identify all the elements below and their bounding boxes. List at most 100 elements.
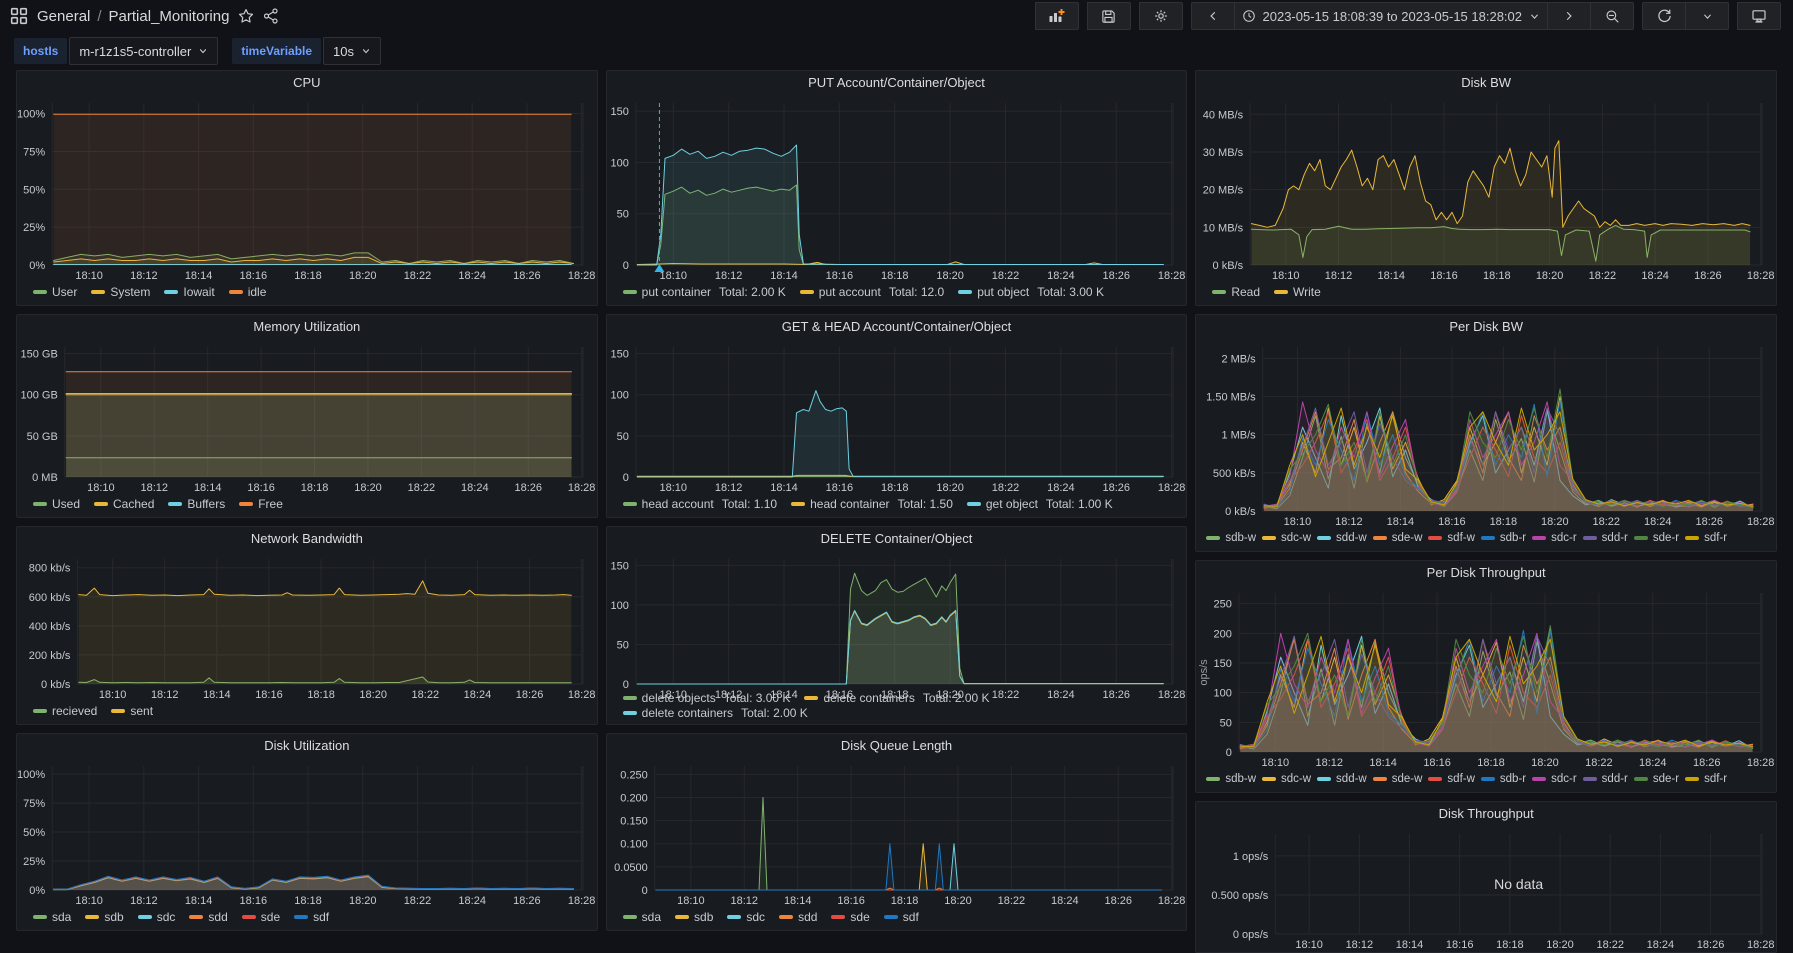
legend-item[interactable]: delete objects Total: 3.00 K — [622, 691, 790, 705]
star-icon[interactable] — [238, 8, 254, 24]
legend-item[interactable]: System — [91, 285, 150, 299]
legend-item[interactable]: sdb-r — [1480, 532, 1526, 544]
legend-color-swatch — [239, 502, 254, 506]
legend-item[interactable]: sdb-r — [1480, 773, 1526, 785]
legend-item[interactable]: Cached — [94, 497, 154, 511]
panel-title[interactable]: DELETE Container/Object — [820, 531, 973, 546]
panel-title[interactable]: PUT Account/Container/Object — [808, 75, 985, 90]
variable-value-dropdown[interactable]: m-r1z1s5-controller — [69, 37, 219, 65]
chart-delete-container-object[interactable]: 0 50 100 150 18:10 18:12 18:14 18:16 18:18 18:20 1… — [607, 551, 1187, 701]
panel-title[interactable]: Disk Utilization — [264, 738, 350, 753]
legend-item[interactable]: Read — [1212, 285, 1260, 299]
legend-item[interactable]: Buffers — [168, 497, 225, 511]
legend-item[interactable]: put account Total: 12.0 — [799, 285, 944, 299]
legend-item[interactable]: sdd — [779, 910, 817, 924]
kiosk-mode-button[interactable] — [1737, 2, 1781, 30]
dashboard-settings-button[interactable] — [1138, 2, 1183, 30]
legend-item[interactable]: sdd-w — [1317, 773, 1367, 785]
panel-title[interactable]: GET & HEAD Account/Container/Object — [781, 319, 1012, 334]
refresh-interval-dropdown[interactable] — [1685, 2, 1729, 30]
chart-network-bandwidth[interactable]: 0 kb/s 200 kb/s 400 kb/s 600 kb/s 800 kb/s 18… — [17, 551, 597, 702]
time-shift-back-button[interactable] — [1190, 2, 1235, 30]
legend-series-name: Read — [1231, 285, 1261, 299]
chart-memory-utilization[interactable]: 0 MB 50 GB 100 GB 150 GB 18:10 18:12 18:14 18:1… — [17, 339, 597, 495]
panel-title[interactable]: Disk Throughput — [1438, 806, 1534, 821]
legend-item[interactable]: sdf-w — [1428, 773, 1475, 785]
legend-item[interactable]: sdc-w — [1262, 532, 1311, 544]
chart-disk-bw[interactable]: 0 kB/s 10 MB/s 20 MB/s 30 MB/s 40 MB/s 18:10 1… — [1196, 95, 1776, 283]
panel-title[interactable]: Memory Utilization — [253, 319, 361, 334]
legend-item[interactable]: sdb-w — [1206, 773, 1256, 785]
legend-item[interactable]: Write — [1274, 285, 1321, 299]
legend-item[interactable]: put container Total: 2.00 K — [622, 285, 786, 299]
legend-item[interactable]: idle — [228, 285, 266, 299]
refresh-button[interactable] — [1642, 2, 1686, 30]
chart-cpu[interactable]: 0% 25% 50% 75% 100% 18:10 18:12 18:14 18:16 18:18… — [17, 95, 597, 283]
legend-item[interactable]: Free — [239, 497, 283, 511]
legend-item[interactable]: head account Total: 1.10 — [622, 497, 777, 511]
chart-per-disk-throughput[interactable]: 0 50 100 150 200 250 18:10 18:12 18:14 18:16 18:18… — [1196, 585, 1776, 770]
legend-item[interactable]: get object Total: 1.00 K — [966, 497, 1113, 511]
share-icon[interactable] — [263, 8, 279, 24]
svg-text:0: 0 — [622, 260, 628, 272]
chart-per-disk-bw[interactable]: 0 kB/s 500 kB/s 1 MB/s 1.50 MB/s 2 MB/s 18:10… — [1196, 339, 1776, 529]
legend-item[interactable]: sdf — [883, 910, 919, 924]
panel-title[interactable]: Network Bandwidth — [250, 531, 363, 546]
legend-item[interactable]: sent — [111, 704, 153, 718]
legend-item[interactable]: head container Total: 1.50 — [791, 497, 953, 511]
legend-item[interactable]: delete containers Total: 2.00 K — [804, 691, 990, 705]
time-shift-forward-button[interactable] — [1547, 2, 1591, 30]
svg-text:50%: 50% — [23, 184, 45, 196]
breadcrumb-folder[interactable]: General — [37, 7, 91, 25]
chart-disk-utilization[interactable]: 0% 25% 50% 75% 100% 18:10 18:12 18:14 18:16 18:18… — [17, 758, 597, 908]
zoom-out-time-button[interactable] — [1590, 2, 1634, 30]
legend-item[interactable]: Used — [33, 497, 80, 511]
legend-item[interactable]: recieved — [33, 704, 97, 718]
chart-put-account-container-object[interactable]: 0 50 100 150 18:10 18:12 18:14 18:16 18:18 18:20 1… — [607, 95, 1187, 283]
chart-disk-throughput[interactable]: 0 ops/s 0.500 ops/s 1 ops/s 18:10 18:12 18:14… — [1196, 826, 1776, 952]
legend-item[interactable]: sde-r — [1633, 532, 1679, 544]
time-range-picker[interactable]: 2023-05-15 18:08:39 to 2023-05-15 18:28:… — [1233, 2, 1548, 30]
legend-item[interactable]: sdb — [675, 910, 713, 924]
legend-item[interactable]: sdd-r — [1582, 773, 1628, 785]
save-dashboard-button[interactable] — [1086, 2, 1131, 30]
panel-title[interactable]: Disk BW — [1461, 75, 1512, 90]
legend-item[interactable]: sde-r — [1633, 773, 1679, 785]
legend-item[interactable]: sdc — [727, 910, 765, 924]
legend-item[interactable]: sdb — [85, 910, 124, 924]
legend-item[interactable]: sdd-w — [1317, 532, 1367, 544]
panel-title[interactable]: Per Disk BW — [1449, 319, 1523, 334]
legend-item[interactable]: sdc-r — [1532, 773, 1577, 785]
add-panel-button[interactable] — [1034, 2, 1079, 30]
legend-item[interactable]: sde-w — [1372, 532, 1422, 544]
legend-item[interactable]: sda — [622, 910, 661, 924]
chart-disk-queue-length[interactable]: 0 0.0500 0.100 0.150 0.200 0.250 18:10 18:12 18:… — [607, 758, 1187, 908]
legend-item[interactable]: User — [33, 285, 77, 299]
legend-item[interactable]: sde — [241, 910, 280, 924]
panel-title[interactable]: Disk Queue Length — [840, 738, 953, 753]
legend-item[interactable]: sde-w — [1372, 773, 1422, 785]
legend-item[interactable]: put object Total: 3.00 K — [958, 285, 1104, 299]
legend-item[interactable]: sdd-r — [1582, 532, 1628, 544]
legend-item[interactable]: sdf-w — [1428, 532, 1475, 544]
legend-item[interactable]: sdd — [189, 910, 228, 924]
legend-item[interactable]: sdf — [294, 910, 329, 924]
legend-item[interactable]: sdc — [137, 910, 175, 924]
svg-text:18:24: 18:24 — [1047, 689, 1075, 701]
legend-item[interactable]: sda — [33, 910, 71, 924]
variable-value-dropdown[interactable]: 10s — [323, 37, 382, 65]
legend-item[interactable]: sde — [831, 910, 870, 924]
legend-item[interactable]: sdc-r — [1532, 532, 1577, 544]
legend-item[interactable]: sdf-r — [1685, 773, 1727, 785]
panel-title[interactable]: Per Disk Throughput — [1426, 565, 1546, 580]
chart-get-head-account-container-object[interactable]: 0 50 100 150 18:10 18:12 18:14 18:16 18:18 18:20 1… — [607, 339, 1187, 495]
dashboards-grid-icon[interactable] — [10, 7, 28, 25]
legend-item[interactable]: sdb-w — [1206, 532, 1256, 544]
legend-item[interactable]: sdf-r — [1685, 532, 1727, 544]
panel-title[interactable]: CPU — [293, 75, 321, 90]
legend-item[interactable]: delete containers Total: 2.00 K — [622, 706, 808, 720]
breadcrumb-dashboard-title[interactable]: Partial_Monitoring — [108, 7, 230, 25]
legend-item[interactable]: sdc-w — [1262, 773, 1311, 785]
legend-item[interactable]: Iowait — [164, 285, 215, 299]
